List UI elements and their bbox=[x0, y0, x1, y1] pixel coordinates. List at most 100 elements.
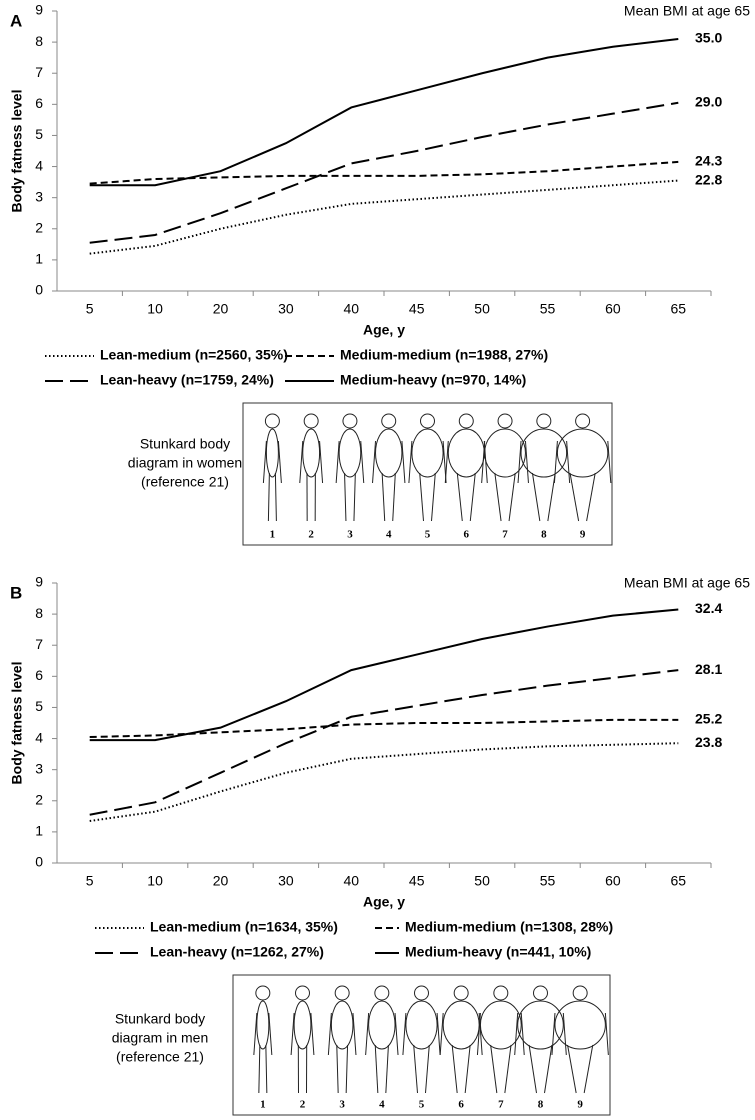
figure-leg bbox=[431, 472, 436, 522]
body-figure bbox=[365, 985, 399, 1094]
figure-arm bbox=[372, 440, 377, 484]
diagram-box bbox=[242, 402, 613, 546]
figure-leg bbox=[336, 1044, 339, 1094]
diagram-caption: Stunkard body bbox=[140, 436, 230, 452]
body-figure bbox=[481, 413, 529, 522]
legend-label: Medium-medium (n=1988, 27%) bbox=[340, 347, 548, 363]
figure-arm bbox=[566, 440, 571, 484]
figure-number: 1 bbox=[260, 1099, 266, 1111]
end-label: 35.0 bbox=[695, 30, 722, 46]
figure-arm bbox=[360, 440, 365, 484]
body-figure bbox=[408, 413, 447, 522]
figure-torso bbox=[338, 428, 362, 478]
figure-arm bbox=[439, 1012, 444, 1056]
y-tick-label: 5 bbox=[35, 698, 43, 714]
x-tick-label: 55 bbox=[540, 301, 556, 317]
figure-number: 1 bbox=[270, 529, 276, 541]
figure-leg bbox=[567, 1044, 577, 1094]
figure-torso bbox=[554, 1000, 606, 1050]
figure-number: 9 bbox=[580, 529, 586, 541]
figure-head bbox=[264, 413, 280, 429]
figure-torso bbox=[411, 428, 444, 478]
body-figure bbox=[262, 413, 282, 522]
y-tick-label: 2 bbox=[35, 219, 43, 235]
figure-head bbox=[458, 413, 474, 429]
y-tick-label: 3 bbox=[35, 188, 43, 204]
figure-number: 6 bbox=[464, 529, 470, 541]
body-figure bbox=[290, 985, 315, 1094]
figure-leg bbox=[385, 1044, 389, 1094]
figure-arm bbox=[268, 1012, 273, 1056]
diagram-caption: Stunkard body bbox=[115, 1011, 205, 1027]
x-axis-title: Age, y bbox=[363, 322, 405, 338]
x-tick-label: 65 bbox=[671, 301, 687, 317]
body-figure bbox=[514, 985, 567, 1094]
y-tick-label: 0 bbox=[35, 282, 43, 298]
x-tick-label: 20 bbox=[213, 301, 229, 317]
figure-arm bbox=[553, 440, 558, 484]
end-label: 29.0 bbox=[695, 93, 722, 109]
figure-leg bbox=[425, 1044, 430, 1094]
y-tick-label: 1 bbox=[35, 251, 43, 267]
figure-arm bbox=[520, 1012, 525, 1056]
figure-number: 4 bbox=[386, 529, 392, 541]
body-figure bbox=[553, 413, 612, 522]
diagram-caption: (reference 21) bbox=[141, 474, 229, 490]
y-tick-label: 3 bbox=[35, 760, 43, 776]
y-tick-label: 9 bbox=[35, 574, 43, 590]
figure-arm bbox=[604, 1012, 609, 1056]
series-line bbox=[89, 742, 679, 822]
x-tick-label: 65 bbox=[671, 873, 687, 889]
figure-leg bbox=[456, 472, 463, 522]
figure-number: 3 bbox=[347, 529, 353, 541]
figure-number: 7 bbox=[498, 1099, 504, 1111]
figure-torso bbox=[368, 1000, 396, 1050]
x-tick-label: 50 bbox=[474, 873, 490, 889]
figure-leg bbox=[258, 1044, 261, 1094]
figure-head bbox=[334, 985, 350, 1001]
figure-number: 9 bbox=[577, 1099, 583, 1111]
figure-torso bbox=[265, 428, 279, 478]
x-tick-label: 60 bbox=[605, 873, 621, 889]
figure-torso bbox=[517, 1000, 564, 1050]
end-label: 23.8 bbox=[695, 734, 722, 750]
figure-head bbox=[453, 985, 469, 1001]
figure-arm bbox=[408, 440, 413, 484]
figure-arm bbox=[253, 1012, 258, 1056]
figure-arm bbox=[476, 1012, 481, 1056]
figure-number: 4 bbox=[379, 1099, 385, 1111]
figure-leg bbox=[547, 472, 556, 522]
y-tick-label: 1 bbox=[35, 823, 43, 839]
figure-leg bbox=[464, 1044, 471, 1094]
figure-arm bbox=[562, 1012, 567, 1056]
body-figure bbox=[551, 985, 609, 1094]
figure-arm bbox=[481, 440, 486, 484]
figure-arm bbox=[365, 1012, 370, 1056]
figure-arm bbox=[444, 440, 449, 484]
series-line bbox=[89, 718, 679, 738]
figure-number: 8 bbox=[538, 1099, 544, 1111]
x-tick-label: 50 bbox=[474, 301, 490, 317]
figure-arm bbox=[517, 440, 522, 484]
y-axis-title: Body fatness level bbox=[9, 662, 25, 785]
figure-head bbox=[303, 413, 319, 429]
series-line bbox=[89, 101, 679, 244]
figure-leg bbox=[569, 472, 580, 522]
figure-torso bbox=[302, 428, 321, 478]
figure-head bbox=[295, 985, 310, 1001]
figure-head bbox=[255, 985, 271, 1001]
y-tick-label: 4 bbox=[35, 157, 43, 173]
figure-head bbox=[575, 413, 591, 429]
figure-arm bbox=[401, 440, 406, 484]
x-tick-label: 5 bbox=[86, 301, 94, 317]
y-tick-label: 5 bbox=[35, 126, 43, 142]
figure-number: 7 bbox=[502, 529, 508, 541]
x-tick-label: 20 bbox=[213, 873, 229, 889]
figure-torso bbox=[256, 1000, 270, 1050]
x-tick-label: 60 bbox=[605, 301, 621, 317]
y-tick-label: 7 bbox=[35, 636, 43, 652]
annotation: Mean BMI at age 65 bbox=[624, 3, 750, 19]
body-figure bbox=[372, 413, 406, 522]
figure-leg bbox=[494, 472, 502, 522]
